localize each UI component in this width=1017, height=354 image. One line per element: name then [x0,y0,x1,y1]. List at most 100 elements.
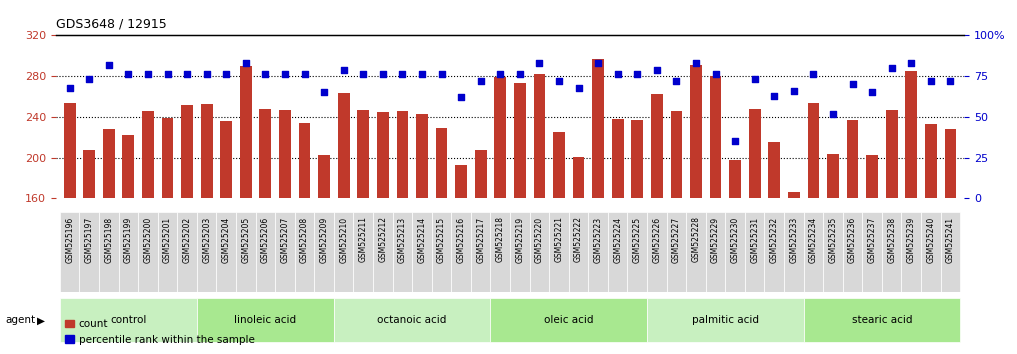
Bar [397,111,408,354]
Point [571,85,587,90]
Point [374,72,391,77]
Text: GSM525218: GSM525218 [495,216,504,262]
Bar [435,128,447,354]
Text: GSM525223: GSM525223 [594,216,603,263]
Bar [60,298,197,342]
Text: GSM525238: GSM525238 [887,216,896,263]
Bar [788,192,799,354]
Bar [79,212,99,292]
Text: oleic acid: oleic acid [544,315,594,325]
Bar [573,156,585,354]
Text: GSM525214: GSM525214 [417,216,426,263]
Point [708,72,724,77]
Text: GSM525220: GSM525220 [535,216,544,263]
Text: GSM525226: GSM525226 [652,216,661,263]
Bar [886,110,898,354]
Text: GSM525228: GSM525228 [692,216,701,262]
Text: GSM525217: GSM525217 [476,216,485,263]
Text: GSM525219: GSM525219 [516,216,525,263]
Point [922,78,939,84]
Bar [901,212,921,292]
Bar [921,212,941,292]
Text: GSM525199: GSM525199 [124,216,133,263]
Text: GSM525233: GSM525233 [789,216,798,263]
Point [825,111,841,116]
Text: GSM525235: GSM525235 [829,216,837,263]
Bar [925,124,937,354]
Text: GSM525239: GSM525239 [907,216,915,263]
Text: GSM525198: GSM525198 [105,216,113,263]
Text: GSM525236: GSM525236 [848,216,857,263]
Point [805,72,822,77]
Point [120,72,136,77]
Bar [553,132,564,354]
Text: GSM525225: GSM525225 [633,216,642,263]
Text: GSM525227: GSM525227 [672,216,681,263]
Text: GSM525212: GSM525212 [378,216,387,262]
Bar [119,212,138,292]
Text: GSM525209: GSM525209 [319,216,328,263]
Bar [60,212,79,292]
Text: GSM525200: GSM525200 [143,216,153,263]
Bar [847,120,858,354]
Text: GSM525237: GSM525237 [868,216,877,263]
Text: GSM525207: GSM525207 [281,216,290,263]
Text: GSM525222: GSM525222 [574,216,583,262]
Point [609,72,625,77]
Point [336,67,352,73]
Bar [456,165,467,354]
Bar [494,77,506,354]
Bar [803,212,823,292]
Point [218,72,234,77]
Bar [197,298,334,342]
Bar [744,212,765,292]
Text: GSM525203: GSM525203 [202,216,212,263]
Point [238,60,254,66]
Bar [710,76,721,354]
Bar [122,135,134,354]
Bar [471,212,490,292]
Bar [514,83,526,354]
Legend: count, percentile rank within the sample: count, percentile rank within the sample [61,315,259,349]
Bar [945,129,956,354]
Bar [221,121,232,354]
Bar [299,123,310,354]
Text: palmitic acid: palmitic acid [692,315,759,325]
Bar [416,114,428,354]
Bar [803,298,960,342]
Point [786,88,802,93]
Point [355,72,371,77]
Bar [843,212,862,292]
Bar [882,212,901,292]
Text: octanoic acid: octanoic acid [377,315,446,325]
Bar [138,212,158,292]
Bar [255,212,276,292]
Text: control: control [110,315,146,325]
Bar [632,120,643,354]
Bar [432,212,452,292]
Text: GSM525204: GSM525204 [222,216,231,263]
Point [649,67,665,73]
Point [433,72,450,77]
Bar [511,212,530,292]
Text: GSM525206: GSM525206 [261,216,270,263]
Bar [647,212,666,292]
Bar [765,212,784,292]
Bar [142,111,154,354]
Point [630,72,646,77]
Bar [534,74,545,354]
Point [414,72,430,77]
Point [551,78,567,84]
Bar [103,129,115,354]
Text: GSM525231: GSM525231 [751,216,759,263]
Bar [373,212,393,292]
Bar [334,298,490,342]
Point [687,60,704,66]
Bar [354,212,373,292]
Text: GSM525224: GSM525224 [613,216,622,263]
Bar [240,66,251,354]
Bar [200,104,213,354]
Point [766,93,782,98]
Point [943,78,959,84]
Text: GSM525216: GSM525216 [457,216,466,263]
